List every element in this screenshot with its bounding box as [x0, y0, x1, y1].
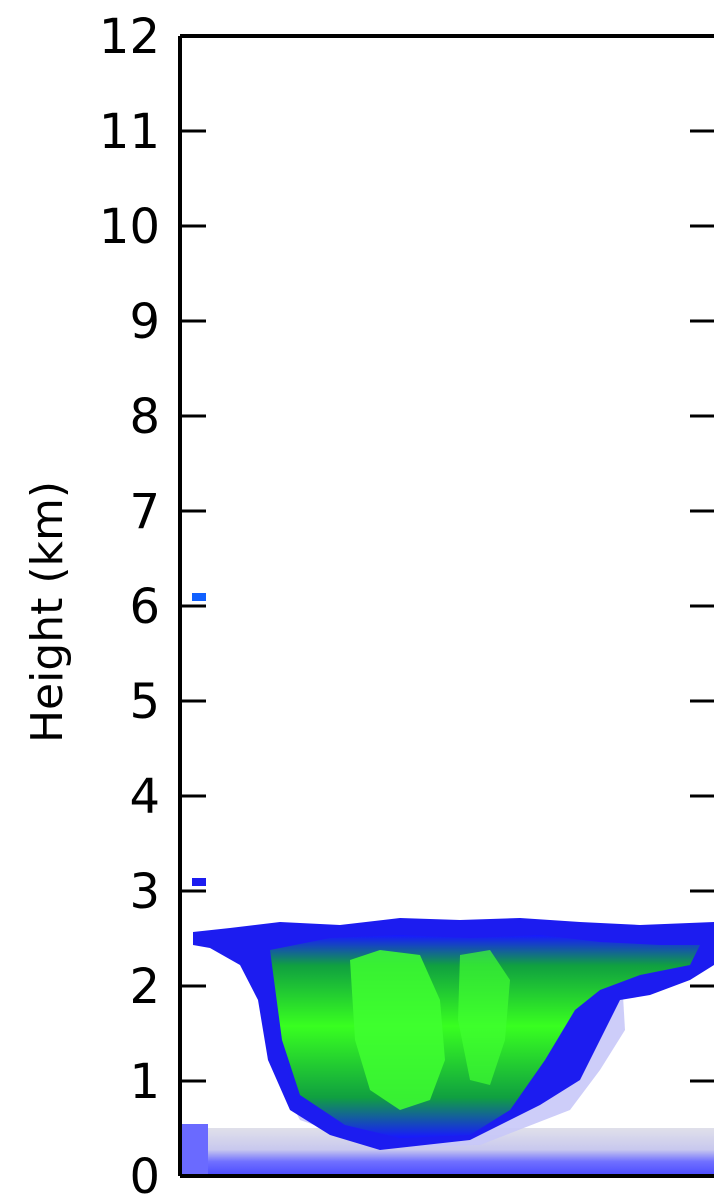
- y-tick-label: 4: [129, 769, 160, 825]
- strong-echo-core: [350, 950, 445, 1110]
- y-tick-label: 3: [129, 864, 160, 920]
- y-tick-label: 8: [129, 389, 160, 445]
- y-tick-label: 9: [129, 294, 160, 350]
- y-tick-label: 2: [129, 959, 160, 1015]
- strong-echo-core: [458, 950, 510, 1085]
- y-axis-label: Height (km): [22, 481, 73, 743]
- y-axis-left-ticks: [180, 129, 206, 1083]
- y-tick-label: 11: [99, 104, 160, 160]
- y-tick-label: 6: [129, 579, 160, 635]
- isolated-echo: [192, 593, 206, 601]
- radar-echo-field: [180, 593, 714, 1176]
- y-tick-label: 5: [129, 674, 160, 730]
- y-tick-label: 7: [129, 484, 160, 540]
- y-tick-label: 10: [99, 199, 160, 255]
- isolated-echo: [192, 878, 206, 886]
- surface-clutter-left: [180, 1124, 208, 1176]
- y-axis-right-ticks: [690, 129, 714, 1083]
- y-tick-label: 0: [129, 1149, 160, 1200]
- y-tick-label: 1: [129, 1054, 160, 1110]
- y-tick-label: 12: [99, 9, 160, 65]
